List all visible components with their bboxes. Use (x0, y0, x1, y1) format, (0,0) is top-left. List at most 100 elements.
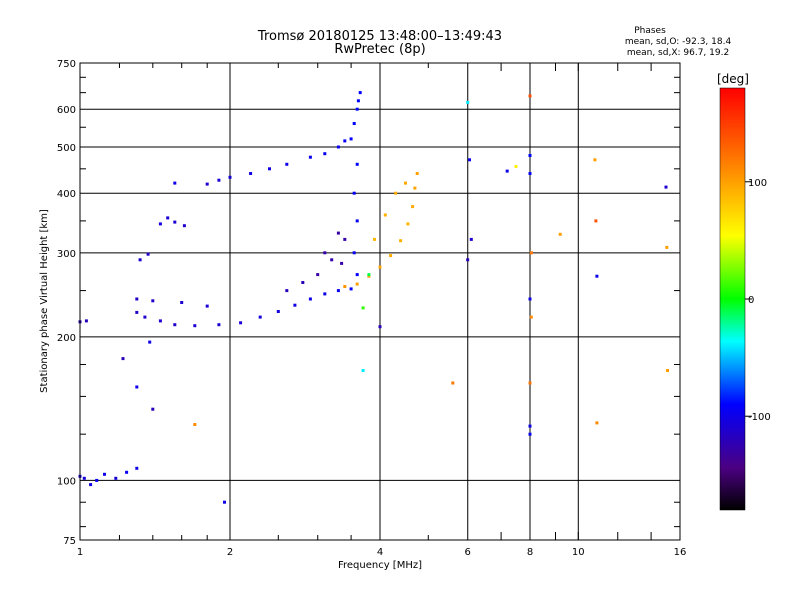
x-tick-label: 6 (465, 547, 471, 558)
echo-point (135, 310, 139, 314)
echo-point (355, 107, 359, 111)
echo-point (323, 292, 327, 296)
echo-point (528, 297, 532, 301)
echo-point (336, 145, 340, 149)
chart-subtitle: RwPretec (8p) (334, 42, 425, 57)
echo-point (529, 251, 533, 255)
colorbar (719, 87, 746, 511)
echo-point (308, 297, 312, 301)
echo-point (143, 315, 147, 319)
echo-point (301, 281, 305, 284)
echo-point (367, 273, 371, 277)
echo-point (528, 432, 532, 436)
echo-point (166, 216, 170, 220)
echo-point (378, 325, 382, 329)
echo-point (223, 500, 226, 504)
echo-point (529, 315, 533, 319)
echo-point (95, 478, 99, 482)
echo-point (217, 178, 221, 182)
echo-point (352, 122, 356, 125)
y-tick-label: 400 (57, 189, 76, 200)
echo-point (336, 231, 340, 235)
echo-point (528, 154, 532, 157)
echo-point (323, 152, 327, 156)
echo-point (125, 470, 129, 474)
echo-point (389, 254, 393, 258)
y-tick-label: 500 (57, 143, 76, 154)
echo-point (367, 274, 371, 278)
echo-point (399, 239, 403, 243)
y-tick-label: 100 (57, 476, 76, 487)
echo-point (355, 162, 359, 166)
echo-point (361, 306, 365, 310)
echo-point (451, 381, 455, 385)
echo-point (514, 165, 518, 168)
echo-point (285, 162, 289, 166)
echo-point (664, 185, 668, 189)
x-tick-label: 1 (77, 547, 83, 558)
echo-point (406, 222, 410, 226)
echo-point (158, 222, 162, 226)
echo-point (404, 181, 407, 185)
echo-point (285, 289, 289, 293)
chart-title: Tromsø 20180125 13:48:00–13:49:43 (257, 29, 502, 44)
echo-point (415, 172, 419, 175)
echo-point (151, 407, 155, 411)
phases-title: Phases (634, 26, 666, 36)
echo-point (340, 261, 344, 265)
colorbar-label: [deg] (717, 72, 749, 86)
colorbar-tick-label: -100 (748, 412, 771, 423)
echo-point (323, 251, 327, 255)
echo-point (158, 319, 162, 323)
echo-point (466, 258, 470, 262)
echo-point (595, 274, 599, 278)
echo-point (205, 304, 209, 308)
y-tick-label: 750 (57, 59, 76, 70)
echo-point (373, 237, 376, 241)
phases-x-stats: mean, sd,X: 96.7, 19.2 (627, 48, 729, 58)
echo-point (355, 273, 359, 277)
x-tick-label: 8 (527, 547, 533, 558)
echo-point (84, 319, 88, 323)
echo-point (217, 323, 221, 327)
echo-point (193, 324, 197, 328)
echo-point (135, 466, 139, 470)
echo-point (349, 287, 353, 291)
echo-point (82, 476, 86, 480)
echo-point (378, 265, 382, 269)
echo-point (594, 219, 598, 223)
echo-point (595, 421, 599, 425)
echo-point (173, 181, 177, 185)
plot-frame (79, 62, 681, 541)
echo-point (293, 303, 297, 307)
echo-point (151, 299, 155, 303)
echo-point (469, 237, 473, 241)
echo-point (361, 369, 365, 372)
echo-point (383, 213, 387, 217)
echo-point (528, 381, 532, 385)
grid-lines (80, 63, 680, 540)
echo-point (593, 158, 597, 162)
x-tick-label: 16 (674, 547, 687, 558)
echo-point (228, 175, 232, 179)
echo-point (316, 273, 320, 277)
y-tick-label: 600 (57, 105, 76, 116)
echo-point (352, 251, 356, 255)
y-tick-label: 75 (63, 536, 76, 547)
echo-point (89, 483, 93, 487)
x-tick-label: 10 (572, 547, 585, 558)
echo-point (138, 258, 142, 262)
echo-point (330, 258, 334, 262)
echo-point (505, 169, 509, 173)
data-points (78, 91, 669, 504)
echo-point (468, 158, 471, 162)
echo-point (258, 315, 262, 319)
echo-point (528, 424, 532, 428)
echo-point (146, 252, 150, 256)
phases-o-stats: mean, sd,O: -92.3, 18.4 (625, 37, 732, 47)
echo-point (466, 100, 470, 104)
echo-point (135, 385, 139, 389)
echo-point (268, 167, 271, 171)
